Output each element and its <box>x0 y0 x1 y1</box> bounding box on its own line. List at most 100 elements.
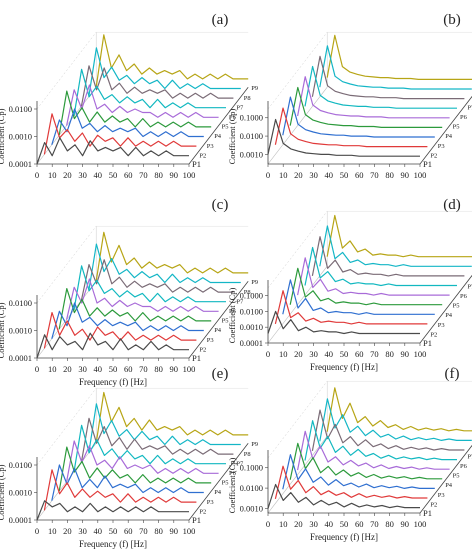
x-tick-label: 40 <box>325 519 334 529</box>
series-line-P4 <box>58 288 212 330</box>
series-line-P7 <box>80 417 234 463</box>
series-label-P2: P2 <box>199 152 206 159</box>
series-line-P7 <box>311 236 465 277</box>
series-label-P9: P9 <box>251 279 258 286</box>
series-label-P4: P4 <box>445 312 453 319</box>
series-line-P1 <box>36 500 189 521</box>
series-label-P4: P4 <box>445 482 453 489</box>
x-tick-label: 20 <box>63 170 72 180</box>
series-line-P5 <box>297 76 450 119</box>
series-line-P5 <box>66 440 219 482</box>
series-label-P8: P8 <box>244 95 251 102</box>
x-tick-label: 80 <box>154 526 163 536</box>
series-label-P3: P3 <box>207 499 214 506</box>
y-tick-label: 0.0001 <box>9 159 32 169</box>
x-tick-label: 20 <box>63 364 72 374</box>
x-tick-label: 0 <box>266 349 270 359</box>
y-tick-label: 0.0010 <box>9 326 32 336</box>
y-tick-label: 0.0100 <box>240 306 263 316</box>
y-axis-label: Coefficient (Cp) <box>0 108 6 164</box>
series-line-P1 <box>267 310 420 335</box>
y-tick-label: 0.1000 <box>240 463 263 473</box>
series-label-P1: P1 <box>423 159 432 169</box>
x-tick-label: 50 <box>109 170 118 180</box>
x-tick-label: 100 <box>414 170 427 180</box>
series-label-P2: P2 <box>430 152 437 159</box>
series-line-P6 <box>304 65 457 109</box>
series-line-P6 <box>73 68 226 117</box>
x-tick-label: 20 <box>294 519 303 529</box>
y-tick-label: 0.0100 <box>240 483 263 493</box>
x-tick-label: 100 <box>183 170 196 180</box>
x-tick-label: 70 <box>370 519 379 529</box>
x-tick-label: 20 <box>294 170 303 180</box>
x-tick-label: 90 <box>401 349 410 359</box>
x-tick-label: 70 <box>139 170 148 180</box>
series-line-P2 <box>274 465 428 500</box>
series-line-P4 <box>58 90 212 136</box>
x-tick-label: 30 <box>78 526 87 536</box>
x-tick-label: 80 <box>385 170 394 180</box>
x-tick-label: 90 <box>401 170 410 180</box>
x-axis-label: Frequency (f) [Hz] <box>310 362 378 372</box>
right-depth-line <box>419 95 472 165</box>
series-line-P9 <box>95 34 249 88</box>
x-tick-label: 100 <box>183 364 196 374</box>
series-label-P1: P1 <box>192 515 201 525</box>
series-line-P5 <box>297 430 450 471</box>
x-tick-label: 50 <box>109 526 118 536</box>
series-line-P2 <box>274 290 428 325</box>
series-label-P5: P5 <box>222 318 229 325</box>
series-label-P6: P6 <box>229 470 237 477</box>
x-tick-label: 50 <box>340 519 349 529</box>
series-label-P2: P2 <box>430 331 437 338</box>
panel-e: 0 10 20 30 40 50 60 70 80 90 1000.00010.00100.0100… <box>0 366 258 549</box>
right-depth-line <box>188 86 249 165</box>
y-tick-label: 0.0010 <box>240 503 263 513</box>
series-label-P2: P2 <box>430 501 437 508</box>
x-axis-label: Frequency (f) [Hz] <box>79 377 147 387</box>
series-label-P7: P7 <box>236 298 244 305</box>
series-label-P6: P6 <box>460 114 468 121</box>
y-tick-label: 0.0001 <box>9 353 32 363</box>
x-tick-label: 60 <box>124 170 133 180</box>
series-line-P5 <box>66 278 219 320</box>
series-line-P3 <box>282 454 435 490</box>
series-line-P9 <box>326 34 472 81</box>
panel-d: 0 10 20 30 40 50 60 70 80 90 100 0.0001 0.0010 0.0100… <box>227 197 472 372</box>
series-label-P2: P2 <box>199 346 206 353</box>
series-line-P3 <box>51 108 204 145</box>
x-tick-label: 60 <box>355 170 364 180</box>
panel-c: 0 10 20 30 40 50 60 70 80 90 100 0.0001 0.0010 0.0100… <box>0 197 258 387</box>
series-label-P4: P4 <box>445 133 453 140</box>
x-tick-label: 30 <box>309 519 318 529</box>
series-line-P7 <box>311 409 465 452</box>
y-tick-label: 0.1000 <box>240 113 263 123</box>
series-label-P9: P9 <box>251 85 258 92</box>
x-axis-label: Frequency (f) [Hz] <box>310 532 378 542</box>
x-tick-label: 30 <box>78 364 87 374</box>
series-line-P4 <box>289 267 443 306</box>
x-tick-label: 80 <box>385 349 394 359</box>
x-tick-label: 0 <box>35 170 39 180</box>
y-tick-label: 0.0100 <box>9 460 32 470</box>
series-line-P3 <box>282 96 435 138</box>
series-label-P5: P5 <box>453 303 460 310</box>
series-line-P3 <box>51 464 204 501</box>
x-tick-label: 60 <box>355 349 364 359</box>
x-tick-label: 80 <box>154 364 163 374</box>
series-label-P5: P5 <box>222 124 229 131</box>
y-tick-label: 0.0010 <box>240 149 263 159</box>
series-label-P8: P8 <box>244 451 251 458</box>
x-tick-label: 90 <box>170 526 179 536</box>
y-tick-label: 0.0100 <box>9 104 32 114</box>
x-tick-label: 40 <box>325 349 334 359</box>
x-tick-label: 10 <box>48 170 57 180</box>
depth-grid-line <box>36 32 97 110</box>
series-line-P1 <box>36 137 189 165</box>
series-label-P5: P5 <box>453 124 460 131</box>
x-tick-label: 70 <box>139 364 148 374</box>
series-label-P6: P6 <box>229 114 237 121</box>
series-label-P8: P8 <box>244 289 251 296</box>
